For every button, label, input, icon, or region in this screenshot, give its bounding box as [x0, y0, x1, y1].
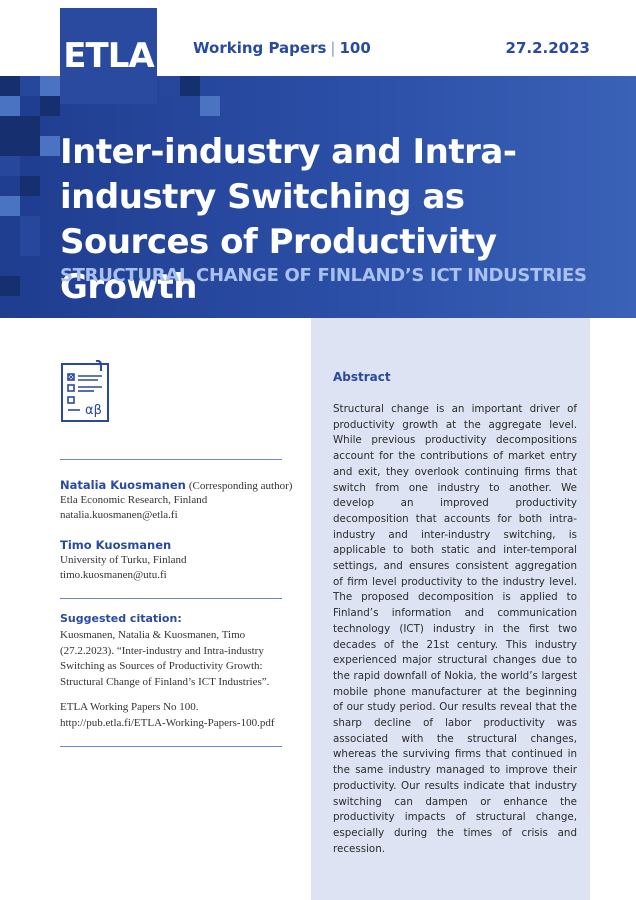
banner-pixel	[0, 96, 20, 116]
paper-title: Inter-industry and Intra-industry Switch…	[60, 132, 517, 307]
banner-pixel	[20, 216, 40, 256]
abstract-panel: Abstract Structural change is an importa…	[311, 318, 590, 900]
alpha-beta-glyph: αβ	[85, 403, 102, 418]
series-label: Working Papers | 100	[193, 39, 371, 57]
paper-subtitle: STRUCTURAL CHANGE OF FINLAND’S ICT INDUS…	[60, 265, 587, 286]
banner-pixel	[160, 76, 180, 96]
cover-banner: Inter-industry and Intra-industry Switch…	[0, 76, 636, 318]
series-separator: |	[330, 39, 336, 57]
banner-pixel	[40, 76, 60, 96]
publication-date: 27.2.2023	[505, 39, 590, 57]
citation-text: Kuosmanen, Natalia & Kuosmanen, Timo (27…	[60, 629, 270, 688]
author-1: Natalia Kuosmanen (Corresponding author)	[60, 478, 292, 492]
citation-heading: Suggested citation:	[60, 612, 182, 625]
banner-pixel	[200, 96, 220, 116]
banner-pixel	[0, 76, 20, 96]
divider	[60, 598, 282, 599]
author-2-affiliation: University of Turku, Finland	[60, 554, 187, 566]
banner-pixel	[0, 276, 20, 296]
series-number: 100	[339, 39, 371, 57]
banner-pixel	[0, 196, 20, 216]
logo-text: ETLA	[63, 36, 154, 76]
abstract-text: Structural change is an important driver…	[333, 403, 577, 855]
abstract-heading: Abstract	[333, 370, 391, 384]
author-1-affiliation: Etla Economic Research, Finland	[60, 494, 208, 506]
banner-pixel	[180, 76, 200, 96]
banner-pixel	[20, 76, 40, 96]
divider	[60, 746, 282, 747]
series-name: Working Papers	[193, 39, 327, 57]
divider	[60, 459, 282, 460]
document-alpha-beta-icon: αβ	[61, 360, 109, 422]
banner-pixel	[20, 176, 40, 196]
banner-pixel	[40, 136, 60, 156]
banner-pixel	[40, 96, 60, 116]
etla-logo: ETLA	[60, 8, 157, 104]
banner-pixel	[0, 156, 20, 176]
citation-url[interactable]: http://pub.etla.fi/ETLA-Working-Papers-1…	[60, 717, 275, 729]
author-2: Timo Kuosmanen	[60, 538, 171, 552]
author-1-role: (Corresponding author)	[188, 480, 293, 492]
author-1-name: Natalia Kuosmanen	[60, 478, 186, 492]
citation-series-line: ETLA Working Papers No 100.	[60, 701, 199, 713]
author-2-email[interactable]: timo.kuosmanen@utu.fi	[60, 569, 167, 581]
author-2-name: Timo Kuosmanen	[60, 538, 172, 552]
author-1-email[interactable]: natalia.kuosmanen@etla.fi	[60, 509, 178, 521]
banner-pixel	[0, 116, 40, 156]
